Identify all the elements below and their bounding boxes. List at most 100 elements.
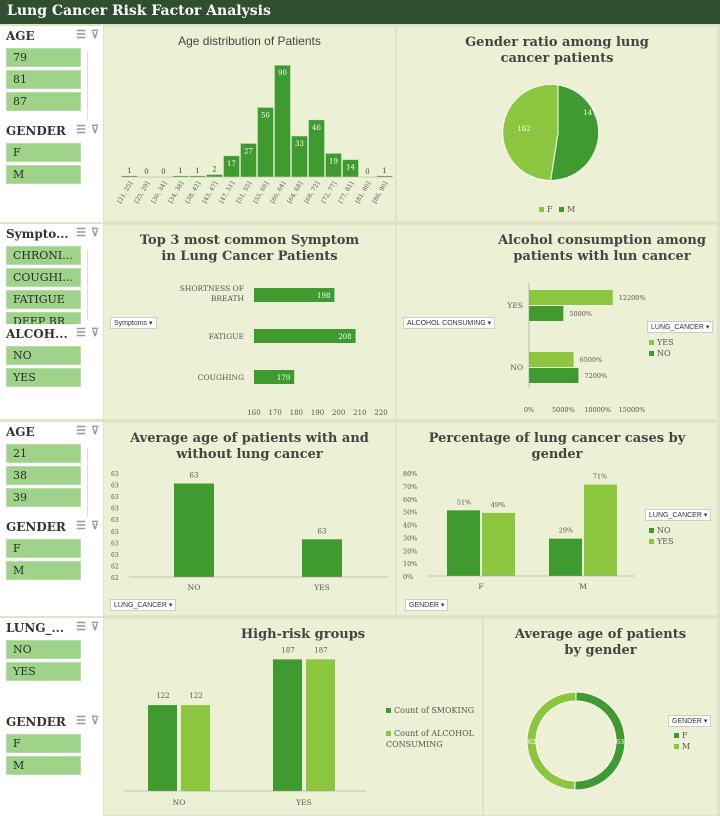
slicer-item[interactable]: NO [6,640,81,659]
tick-label: 63 [111,471,119,478]
gender-slicer-2[interactable]: GENDER ☰ ⊽ F M [0,517,103,616]
data-label: 0 [161,168,165,176]
alcohol-slicer[interactable]: ALCOH... ☰ ⊽ NO YES [0,324,103,419]
bar [172,175,189,178]
bar-no [549,538,582,576]
lung-cancer-legend-button[interactable]: LUNG_CANCER ▾ [647,321,714,333]
slicer-icons: ☰ ⊽ [71,326,99,339]
clear-filter-icon[interactable]: ⊽ [90,714,99,727]
multi-select-icon[interactable]: ☰ [76,714,86,727]
gender-legend-button[interactable]: GENDER ▾ [668,715,712,727]
slicer-item[interactable]: YES [6,662,81,681]
legend-label-yes: YES [657,537,674,546]
slicer-item[interactable]: 38 [6,466,81,485]
tick-label: 63 [111,529,119,536]
tick-label: 30% [403,534,417,542]
slicer-header: GENDER ☰ ⊽ [0,121,103,143]
slicer-scrollbar[interactable] [87,448,96,517]
tick-label: 170 [268,409,281,417]
symptoms-filter-button[interactable]: Symptoms ▾ [110,317,157,329]
bar [302,539,342,577]
clear-filter-icon[interactable]: ⊽ [90,28,99,41]
slicer-header: ALCOH... ☰ ⊽ [0,324,103,346]
bar-yes [584,484,617,576]
clear-filter-icon[interactable]: ⊽ [90,519,99,532]
slicer-item[interactable]: 81 [6,70,81,89]
clear-filter-icon[interactable]: ⊽ [90,620,99,633]
data-label: 71% [593,473,607,481]
tick-label: 15000% [619,406,646,414]
clear-filter-icon[interactable]: ⊽ [90,226,99,239]
chart-title: Age distribution of Patients [178,34,321,48]
age-slicer[interactable]: AGE ☰ ⊽ 79 81 87 [0,26,103,121]
gender-slicer[interactable]: GENDER ☰ ⊽ F M [0,121,103,222]
slicer-item[interactable]: YES [6,368,81,387]
slicer-item[interactable]: FATIGUE [6,290,81,309]
clear-filter-icon[interactable]: ⊽ [90,123,99,136]
bar [342,159,359,178]
multi-select-icon[interactable]: ☰ [76,226,86,239]
category-label: SHORTNESS OF [180,284,244,293]
multi-select-icon[interactable]: ☰ [76,424,86,437]
gender-slicer-3[interactable]: GENDER ☰ ⊽ F M [0,712,103,816]
slicer-icons: ☰ ⊽ [71,28,99,41]
lung-cancer-filter-button[interactable]: LUNG_CANCER ▾ [110,599,177,611]
avg-age-gender-chart: Average age of patients by gender 63 62 G… [483,618,718,816]
chart-title: Top 3 most common Symptom in Lung Cancer… [139,233,360,264]
multi-select-icon[interactable]: ☰ [76,28,86,41]
data-label: 208 [338,333,351,341]
clear-filter-icon[interactable]: ⊽ [90,326,99,339]
tick-label: [81, 86] [354,181,372,205]
slicer-scrollbar[interactable] [87,250,96,320]
slicer-item[interactable]: NO [6,346,81,365]
tick-label: 63 [111,483,119,490]
data-label: 1 [382,167,386,175]
symptoms-slicer[interactable]: Sympto... ☰ ⊽ CHRONI... COUGHI... FATIGUE DEEP… [0,224,103,324]
slicer-item[interactable]: M [6,165,81,184]
slicer-item[interactable]: 21 [6,444,81,463]
lung-cancer-legend-button-2[interactable]: LUNG_CANCER ▾ [645,509,712,521]
slicer-item[interactable]: COUGHI... [6,268,81,287]
alcohol-filter-button[interactable]: ALCOHOL CONSUMING ▾ [403,317,496,329]
slicer-item[interactable]: F [6,539,81,558]
clear-filter-icon[interactable]: ⊽ [90,424,99,437]
tick-label: 63 [111,494,119,501]
slicer-icons: ☰ ⊽ [71,424,99,437]
multi-select-icon[interactable]: ☰ [76,326,86,339]
data-label: 2 [212,166,216,174]
gender-filter-button[interactable]: GENDER ▾ [405,599,449,611]
slicer-item[interactable]: M [6,756,81,775]
tick-label: 200 [332,409,345,417]
bar-no [529,306,564,321]
tick-label: 63 [111,552,119,559]
tick-label: [51, 55] [235,181,253,205]
high-risk-bar-svg: 122 122 NO 187 187 YES [124,646,366,807]
slicer-scrollbar[interactable] [87,52,96,121]
bar [254,370,295,384]
bar [359,176,376,178]
slicer-item[interactable]: 39 [6,488,81,507]
symptoms-chart: Top 3 most common Symptom in Lung Cancer… [103,224,396,420]
slicer-item[interactable]: 87 [6,92,81,111]
slicer-item[interactable]: M [6,561,81,580]
slicer-item[interactable]: F [6,143,81,162]
avg-age-cancer-chart: Average age of patients with and without… [103,422,396,616]
slicer-item[interactable]: DEEP BR... [6,312,81,324]
tick-label: [77, 81] [337,181,355,205]
data-label: 0 [144,168,148,176]
lung-cancer-slicer[interactable]: LUNG_... ☰ ⊽ NO YES [0,618,103,712]
gender-pie-svg: 162 147 [502,83,600,181]
age-slicer-2[interactable]: AGE ☰ ⊽ 21 38 39 [0,422,103,517]
bar [376,175,393,178]
slicer-item[interactable]: CHRONI... [6,246,81,265]
alcohol-chart: Alcohol consumption among patients with … [396,224,718,420]
slicer-item[interactable]: F [6,734,81,753]
multi-select-icon[interactable]: ☰ [76,123,86,136]
multi-select-icon[interactable]: ☰ [76,620,86,633]
age-histogram-svg: 1[21, 25]0[25, 29]0[30, 34]1[34, 38]1[38… [116,64,393,205]
category-label: YES [313,583,330,592]
chart-title: Alcohol consumption among patients with … [498,233,706,264]
slicer-item[interactable]: 79 [6,48,81,67]
multi-select-icon[interactable]: ☰ [76,519,86,532]
data-label: 46 [312,124,321,132]
